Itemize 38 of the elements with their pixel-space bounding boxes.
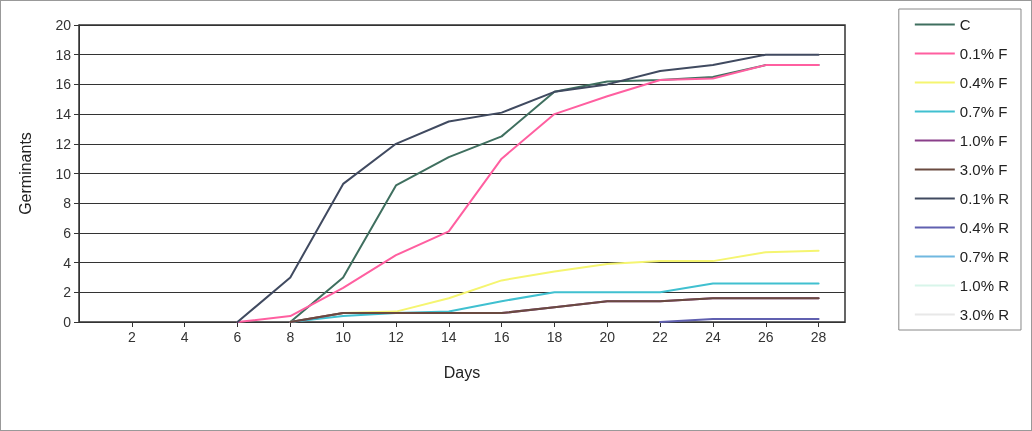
x-tick-label: 12 — [388, 329, 404, 345]
x-tick-label: 16 — [493, 329, 510, 345]
legend-label: 3.0% F — [959, 161, 1008, 178]
x-tick-label: 10 — [335, 329, 352, 345]
y-tick-label: 6 — [63, 224, 72, 241]
legend-label: 1.0% R — [959, 277, 1010, 294]
y-tick-label: 8 — [63, 195, 72, 212]
x-tick-label: 8 — [286, 329, 295, 345]
x-tick-label: 28 — [810, 329, 827, 345]
legend-label: 0.4% F — [959, 74, 1008, 91]
y-tick-label: 18 — [55, 46, 72, 63]
y-tick-label: 14 — [55, 106, 72, 123]
legend-label: C — [959, 16, 971, 33]
x-tick-label: 18 — [546, 329, 563, 345]
x-tick-label: 6 — [233, 329, 242, 345]
legend-label: 3.0% R — [959, 306, 1010, 323]
y-tick-label: 4 — [63, 254, 72, 271]
legend-label: 0.4% R — [959, 219, 1010, 236]
x-tick-label: 2 — [127, 329, 136, 345]
y-tick-label: 20 — [55, 17, 72, 33]
x-tick-label: 14 — [441, 329, 457, 345]
x-axis-title: Days — [443, 363, 481, 381]
x-tick-label: 22 — [652, 329, 669, 345]
x-tick-label: 20 — [599, 329, 616, 345]
y-axis-title: Germinants — [16, 132, 34, 215]
legend-label: 0.7% R — [959, 248, 1010, 265]
x-tick-label: 24 — [705, 329, 721, 345]
legend-label: 1.0% F — [959, 132, 1008, 149]
y-tick-label: 0 — [63, 314, 72, 330]
legend-label: 0.7% F — [959, 103, 1008, 120]
y-tick-label: 2 — [63, 284, 72, 301]
y-tick-label: 16 — [55, 76, 72, 93]
x-tick-label: 4 — [180, 329, 189, 345]
legend-label: 0.1% F — [959, 45, 1008, 62]
y-tick-label: 10 — [55, 165, 72, 182]
y-tick-label: 12 — [55, 135, 72, 152]
legend-label: 0.1% R — [959, 190, 1010, 207]
x-tick-label: 26 — [757, 329, 774, 345]
